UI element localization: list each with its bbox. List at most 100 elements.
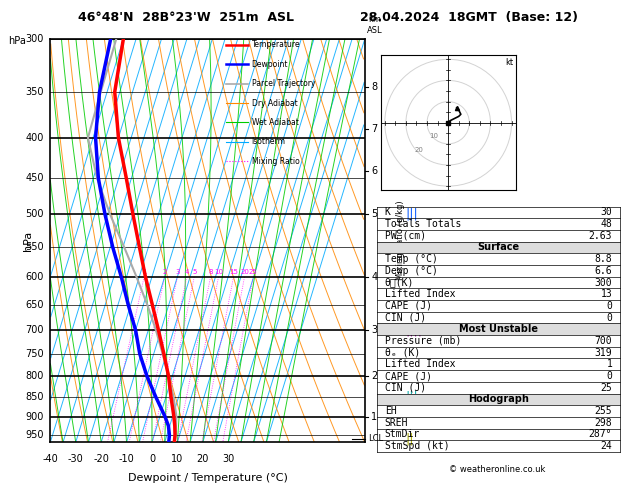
Text: Totals Totals: Totals Totals (385, 219, 461, 229)
Text: 350: 350 (26, 87, 44, 97)
Text: 7: 7 (371, 124, 377, 134)
Text: Mixing Ratio: Mixing Ratio (252, 156, 299, 166)
Text: 950: 950 (26, 430, 44, 440)
Text: CAPE (J): CAPE (J) (385, 371, 431, 381)
Text: 650: 650 (26, 300, 44, 310)
Text: Dry Adiabat: Dry Adiabat (252, 99, 298, 107)
Text: CIN (J): CIN (J) (385, 312, 426, 323)
Text: θₑ (K): θₑ (K) (385, 347, 420, 358)
Text: 0: 0 (149, 454, 155, 464)
Text: 25: 25 (249, 269, 257, 275)
Text: ||||: |||| (406, 324, 423, 337)
Text: |||: ||| (406, 390, 418, 403)
Text: Most Unstable: Most Unstable (459, 324, 538, 334)
Text: 6: 6 (371, 166, 377, 175)
Text: 20: 20 (240, 269, 249, 275)
Text: 4: 4 (184, 269, 189, 275)
Text: 30: 30 (222, 454, 235, 464)
Text: |||: ||| (406, 86, 418, 98)
Text: 28.04.2024  18GMT  (Base: 12): 28.04.2024 18GMT (Base: 12) (360, 11, 577, 23)
Text: Temp (°C): Temp (°C) (385, 254, 438, 264)
Text: PW (cm): PW (cm) (385, 231, 426, 241)
Text: 8: 8 (208, 269, 213, 275)
Text: 30: 30 (601, 208, 612, 217)
Text: 10: 10 (429, 133, 438, 139)
Text: 900: 900 (26, 412, 44, 421)
Text: 400: 400 (26, 133, 44, 143)
Text: Dewpoint / Temperature (°C): Dewpoint / Temperature (°C) (128, 472, 287, 483)
Text: EH: EH (385, 406, 396, 416)
Text: 48: 48 (601, 219, 612, 229)
Text: 6.6: 6.6 (594, 266, 612, 276)
Text: |||: ||| (406, 208, 418, 221)
Text: StmDir: StmDir (385, 430, 420, 439)
Text: Dewpoint: Dewpoint (252, 60, 288, 69)
Text: 3: 3 (175, 269, 180, 275)
Text: Lifted Index: Lifted Index (385, 289, 455, 299)
Text: 700: 700 (594, 336, 612, 346)
Text: Parcel Trajectory: Parcel Trajectory (252, 79, 315, 88)
Text: 8: 8 (371, 82, 377, 92)
Text: 3: 3 (371, 325, 377, 335)
Text: θᴇ(K): θᴇ(K) (385, 278, 414, 288)
Text: 24: 24 (601, 441, 612, 451)
Text: 255: 255 (594, 406, 612, 416)
Text: 600: 600 (26, 272, 44, 282)
Text: K: K (385, 208, 391, 217)
Text: 700: 700 (26, 325, 44, 335)
Text: 850: 850 (26, 392, 44, 402)
Text: 287°: 287° (589, 430, 612, 439)
Text: Surface: Surface (477, 243, 520, 252)
Text: 500: 500 (26, 209, 44, 220)
Text: 15: 15 (229, 269, 238, 275)
Text: 300: 300 (26, 34, 44, 44)
Text: hPa: hPa (23, 230, 33, 251)
Text: 750: 750 (25, 349, 44, 359)
Text: kt: kt (505, 58, 513, 67)
Text: SREH: SREH (385, 418, 408, 428)
Text: Hodograph: Hodograph (468, 394, 529, 404)
Text: 0: 0 (606, 301, 612, 311)
Text: -20: -20 (93, 454, 109, 464)
Text: 46°48'N  28B°23'W  251m  ASL: 46°48'N 28B°23'W 251m ASL (77, 11, 294, 23)
Text: 2.63: 2.63 (589, 231, 612, 241)
Text: 8.8: 8.8 (594, 254, 612, 264)
Text: 319: 319 (594, 347, 612, 358)
Text: 20: 20 (414, 147, 423, 153)
Text: CAPE (J): CAPE (J) (385, 301, 431, 311)
Text: -40: -40 (42, 454, 58, 464)
Text: 0: 0 (606, 312, 612, 323)
Text: 450: 450 (26, 173, 44, 183)
Text: 2: 2 (371, 371, 377, 381)
Text: 25: 25 (601, 382, 612, 393)
Text: 4: 4 (371, 272, 377, 282)
Text: 13: 13 (601, 289, 612, 299)
Text: 10: 10 (171, 454, 184, 464)
Text: LCL: LCL (368, 434, 383, 443)
Text: 2: 2 (162, 269, 167, 275)
FancyBboxPatch shape (377, 242, 620, 253)
Text: CIN (J): CIN (J) (385, 382, 426, 393)
Text: Dewp (°C): Dewp (°C) (385, 266, 438, 276)
Text: Mixing Ratio (g/kg): Mixing Ratio (g/kg) (396, 201, 405, 280)
Text: Pressure (mb): Pressure (mb) (385, 336, 461, 346)
Text: 300: 300 (594, 278, 612, 288)
Text: km
ASL: km ASL (367, 16, 382, 35)
Text: 298: 298 (594, 418, 612, 428)
Text: StmSpd (kt): StmSpd (kt) (385, 441, 449, 451)
Text: 550: 550 (25, 242, 44, 252)
Text: 800: 800 (26, 371, 44, 381)
Text: 1: 1 (142, 269, 147, 275)
Text: ||: || (406, 432, 415, 445)
Text: -10: -10 (119, 454, 135, 464)
Text: 5: 5 (371, 209, 377, 220)
Text: -30: -30 (68, 454, 84, 464)
Text: 1: 1 (371, 412, 377, 421)
Text: Temperature: Temperature (252, 40, 300, 50)
Text: Isotherm: Isotherm (252, 137, 286, 146)
FancyBboxPatch shape (377, 323, 620, 335)
FancyBboxPatch shape (377, 394, 620, 405)
Text: Wet Adiabat: Wet Adiabat (252, 118, 299, 127)
Text: 20: 20 (197, 454, 209, 464)
Text: 0: 0 (606, 371, 612, 381)
